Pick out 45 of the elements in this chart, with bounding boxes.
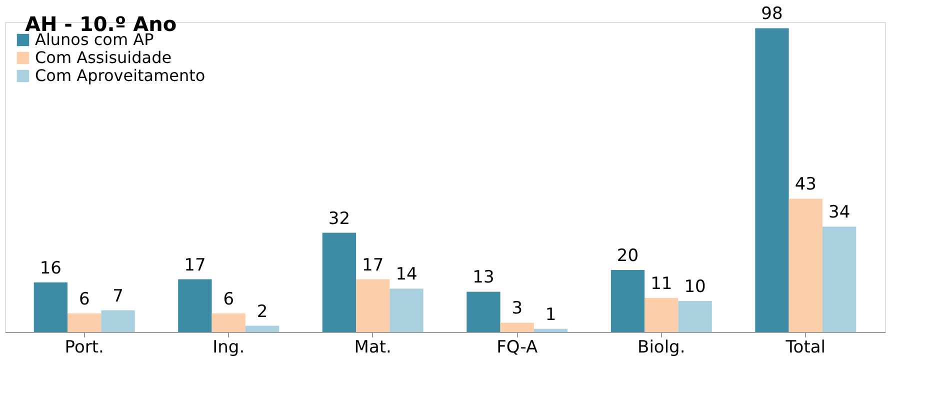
bar xyxy=(245,326,280,332)
data-label: 17 xyxy=(184,255,206,276)
bar xyxy=(322,232,356,332)
bar xyxy=(34,282,68,332)
bar xyxy=(678,301,712,332)
legend-label: Alunos com AP xyxy=(35,30,154,49)
x-tick-label: Total xyxy=(784,338,826,358)
data-label: 11 xyxy=(650,274,672,294)
data-label: 13 xyxy=(472,268,494,288)
data-label: 34 xyxy=(828,202,850,223)
bar xyxy=(178,279,212,332)
x-tick-label: FQ-A xyxy=(496,338,538,358)
bar xyxy=(356,279,390,332)
data-label: 16 xyxy=(40,258,62,278)
data-label: 20 xyxy=(616,246,639,266)
data-label: 10 xyxy=(684,277,706,297)
bar xyxy=(534,328,568,332)
bar xyxy=(68,313,102,332)
data-label: 6 xyxy=(78,289,90,310)
legend-label: Com Aproveitamento xyxy=(35,66,206,85)
data-label: 3 xyxy=(512,298,523,319)
data-label: 7 xyxy=(112,286,124,306)
bar xyxy=(755,28,789,332)
bar xyxy=(101,310,135,332)
data-label: 43 xyxy=(794,174,816,195)
data-label: 2 xyxy=(256,302,268,322)
data-label: 14 xyxy=(396,264,418,285)
bar xyxy=(390,288,424,332)
x-tick-label: Mat. xyxy=(354,338,392,358)
bar xyxy=(610,270,645,332)
bar xyxy=(212,313,246,332)
data-label: 98 xyxy=(761,4,783,24)
bar xyxy=(788,198,822,332)
legend-label: Com Assisuidade xyxy=(35,48,172,67)
data-label: 6 xyxy=(223,289,234,310)
data-label: 1 xyxy=(545,304,556,325)
bar xyxy=(644,298,678,332)
data-label: 17 xyxy=(362,255,384,276)
x-tick-label: Ing. xyxy=(212,338,245,358)
bar xyxy=(466,292,500,332)
data-label: 32 xyxy=(328,208,350,229)
x-tick-label: Port. xyxy=(64,338,104,358)
bar xyxy=(500,322,534,332)
bar xyxy=(822,226,856,332)
x-tick-label: Biolg. xyxy=(638,338,686,358)
